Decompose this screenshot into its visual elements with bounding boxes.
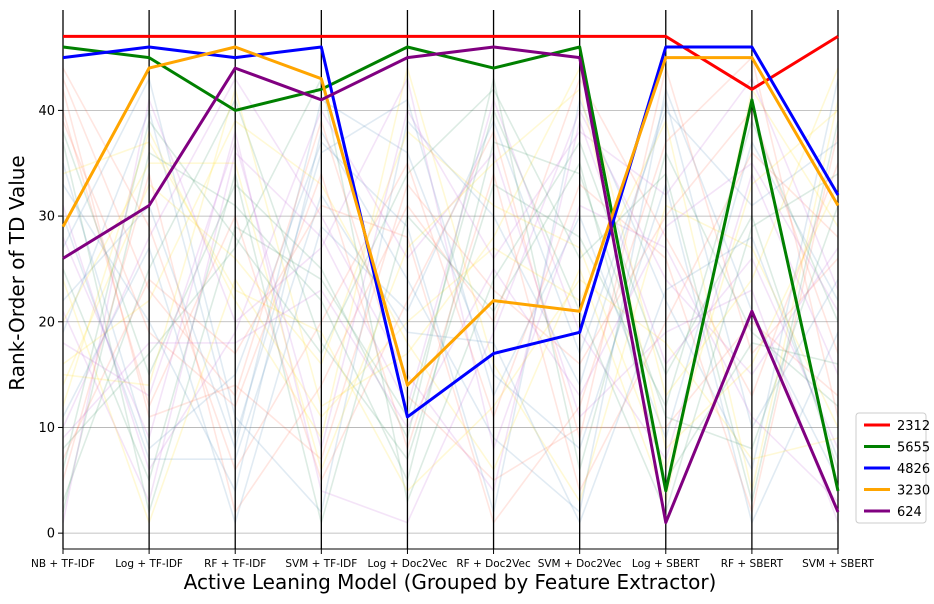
background-series-line [62, 97, 839, 504]
y-tick-label: 10 [38, 421, 55, 436]
x-tick-label: RF + SBERT [721, 558, 784, 570]
background-series-line [62, 78, 839, 470]
background-series-line [62, 141, 839, 513]
background-series-line [62, 193, 839, 525]
background-series-line [62, 86, 839, 514]
background-lines-layer [62, 56, 839, 526]
background-series-line [62, 76, 839, 523]
y-tick-label: 40 [38, 104, 55, 119]
x-tick-label: NB + TF-IDF [31, 558, 95, 570]
background-series-line [62, 108, 839, 523]
background-series-line [62, 87, 839, 473]
series-line-3230 [61, 45, 840, 387]
y-tick-label: 0 [47, 527, 55, 542]
grid-layer [63, 110, 838, 534]
series-line-2312 [63, 34, 839, 91]
y-tick-label: 30 [38, 210, 55, 225]
legend-frame [855, 412, 927, 524]
series-line-624 [62, 45, 840, 525]
background-series-line [62, 64, 839, 483]
background-series-line [62, 109, 839, 473]
legend: 2312 5655 4826 3230 624 [855, 412, 930, 524]
x-tick-label: SVM + SBERT [802, 558, 874, 570]
x-tick-label: RF + TF-IDF [204, 558, 266, 570]
background-series-line [62, 56, 839, 525]
background-series-line [62, 108, 839, 526]
series-line-4826 [62, 45, 840, 419]
background-series-line [62, 141, 839, 493]
background-series-line [62, 162, 839, 439]
background-series-line [62, 108, 839, 516]
x-tick-label: RF + Doc2Vec [456, 558, 531, 570]
y-ticks-layer: 0 10 20 30 40 [38, 104, 63, 542]
x-tick-label: Log + SBERT [632, 558, 700, 570]
x-tick-label: SVM + TF-IDF [285, 558, 357, 570]
background-series-line [62, 97, 839, 502]
x-tick-label: Log + Doc2Vec [368, 558, 448, 570]
x-axis-label: Active Leaning Model (Grouped by Feature… [184, 570, 717, 594]
background-series-line [62, 76, 839, 514]
y-axis-label: Rank-Order of TD Value [5, 155, 29, 390]
background-series-line [62, 108, 839, 524]
x-tick-label: Log + TF-IDF [115, 558, 183, 570]
background-series-line [62, 78, 839, 513]
legend-label: 3230 [897, 484, 930, 499]
x-tick-label: SVM + Doc2Vec [538, 558, 622, 570]
legend-label: 624 [897, 505, 922, 520]
series-line-5655 [62, 45, 840, 493]
background-series-line [62, 78, 839, 482]
x-ticks-layer: NB + TF-IDF Log + TF-IDF RF + TF-IDF SVM + … [31, 549, 874, 570]
background-series-line [62, 67, 839, 515]
background-series-line [62, 161, 839, 526]
background-series-line [62, 77, 839, 493]
background-series-line [62, 120, 839, 494]
background-series-line [62, 77, 839, 452]
highlighted-series-layer [61, 34, 840, 525]
background-series-line [62, 76, 839, 514]
legend-label: 4826 [897, 462, 930, 477]
background-series-line [62, 99, 839, 525]
background-series-line [62, 65, 839, 408]
legend-label: 2312 [897, 419, 930, 434]
background-series-line [62, 87, 839, 502]
background-series-line [62, 64, 839, 504]
background-series-line [62, 89, 839, 461]
y-tick-label: 20 [38, 315, 55, 330]
background-series-line [62, 98, 839, 526]
legend-label: 5655 [897, 441, 930, 456]
axes-layer [62, 10, 839, 550]
